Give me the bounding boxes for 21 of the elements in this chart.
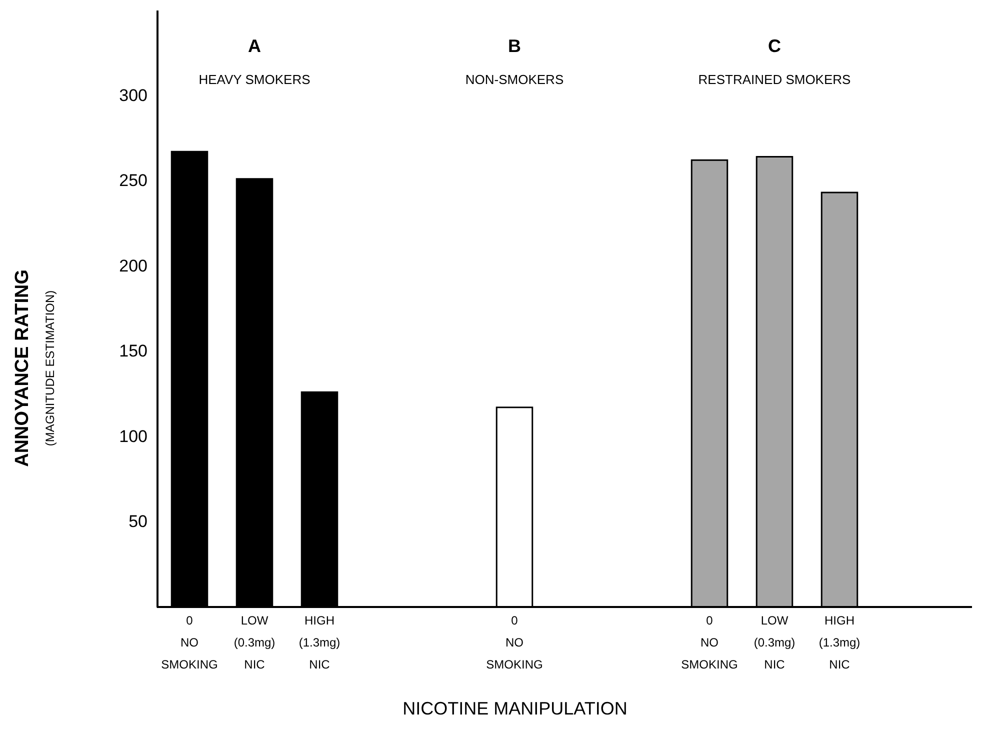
x-tick-label: 0 NO SMOKING	[681, 614, 738, 672]
annotation: A	[248, 36, 261, 56]
annotation: B	[508, 36, 521, 56]
y-axis-title: ANNOYANCE RATING (MAGNITUDE ESTIMATION)	[12, 269, 57, 467]
annotation: RESTRAINED SMOKERS	[698, 72, 852, 87]
y-tick-label: 300	[119, 86, 148, 105]
annotation: NON-SMOKERS	[465, 72, 564, 87]
y-tick-label: 100	[119, 426, 148, 446]
y-tick-label: 150	[119, 342, 148, 361]
x-tick-label: HIGH (1.3mg) NIC	[818, 614, 860, 672]
x-tick-label: LOW (0.3mg) NIC	[754, 614, 796, 672]
x-tick-label: LOW (0.3mg) NIC	[234, 614, 276, 672]
annotation: HEAVY SMOKERS	[198, 72, 311, 87]
y-tick-label: 50	[128, 512, 148, 532]
y-tick-label: 250	[119, 171, 148, 190]
x-tick-label: HIGH (1.3mg) NIC	[298, 614, 340, 672]
x-tick-label: 0 NO SMOKING	[161, 614, 218, 672]
x-tick-label: 0 NO SMOKING	[486, 614, 543, 672]
x-axis-title: NICOTINE MANIPULATION	[402, 698, 628, 718]
annotation: C	[768, 36, 781, 56]
y-tick-label: 200	[119, 256, 148, 276]
